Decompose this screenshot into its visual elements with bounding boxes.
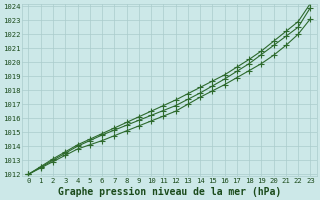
X-axis label: Graphe pression niveau de la mer (hPa): Graphe pression niveau de la mer (hPa) [58,186,281,197]
